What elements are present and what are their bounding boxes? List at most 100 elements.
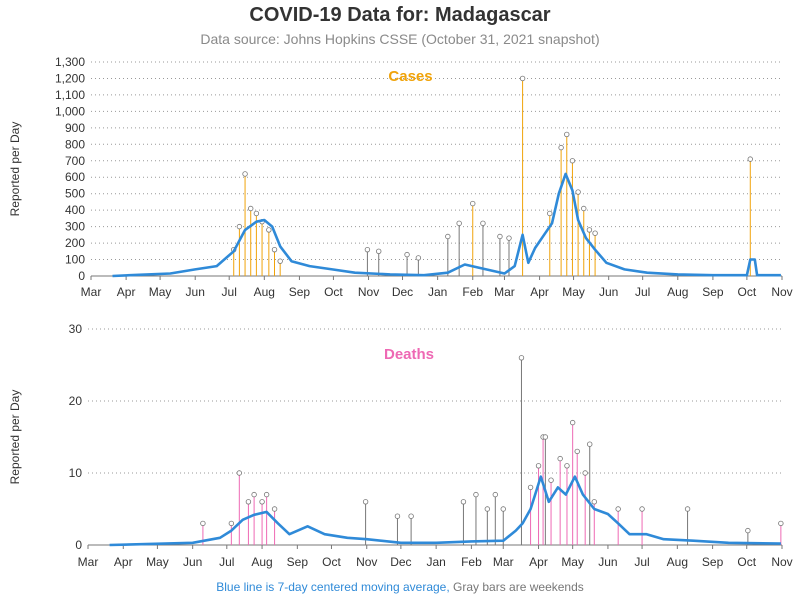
bar-point (558, 144, 564, 151)
bar-point (364, 246, 371, 253)
bar-point (518, 355, 525, 361)
bar-point (266, 227, 272, 233)
bar-point (460, 499, 467, 505)
bar-point (259, 499, 265, 505)
y-tick-label: 20 (69, 394, 83, 408)
x-tick-label: Mar (81, 285, 102, 299)
bar-point (248, 205, 254, 212)
y-tick-label: 30 (69, 322, 83, 336)
x-tick-label: May (562, 285, 585, 299)
chart-canvas: 01002003004005006007008009001,0001,1001,… (8, 55, 793, 569)
bar-point (542, 434, 549, 440)
x-tick-label: Jun (598, 555, 617, 569)
bar-point (480, 220, 486, 227)
x-tick-label: Jan (428, 285, 447, 299)
x-tick-label: May (149, 285, 172, 299)
bar-point (591, 499, 597, 505)
y-tick-label: 200 (65, 236, 85, 250)
x-tick-label: Aug (254, 285, 275, 299)
x-tick-label: Jul (634, 555, 649, 569)
panel-title: Cases (388, 68, 432, 85)
bar-point (778, 520, 784, 527)
x-tick-label: Oct (738, 285, 757, 299)
y-axis-label: Reported per Day (8, 122, 22, 217)
bar-point (527, 484, 534, 491)
x-tick-label: May (146, 555, 169, 569)
bar-point (497, 233, 503, 240)
bar-point (445, 233, 451, 240)
footnote-average: Blue line is 7-day centered moving avera… (216, 580, 450, 594)
bar-point (408, 513, 414, 519)
chart-footnote: Blue line is 7-day centered moving avera… (0, 580, 800, 594)
bar-point (236, 223, 243, 230)
x-tick-label: Nov (356, 555, 377, 569)
bar-point (519, 75, 526, 82)
bar-point (587, 441, 593, 447)
x-tick-label: Jul (635, 285, 650, 299)
x-tick-label: Aug (251, 555, 272, 569)
bar-point (228, 520, 235, 527)
bar-point (394, 513, 401, 519)
bar-point (271, 246, 278, 253)
bar-point (253, 210, 260, 217)
bar-point (592, 230, 598, 236)
x-tick-label: Mar (78, 555, 99, 569)
x-tick-label: Feb (462, 285, 483, 299)
bar-point (564, 131, 570, 138)
x-tick-label: Dec (392, 285, 413, 299)
bar-point (470, 200, 476, 207)
bar-point (376, 248, 382, 255)
bar-point (500, 506, 506, 512)
y-tick-label: 500 (65, 187, 85, 201)
x-tick-label: Nov (358, 285, 379, 299)
x-tick-label: Sep (287, 555, 309, 569)
bar-point (535, 463, 542, 469)
x-tick-label: Dec (390, 555, 411, 569)
bar-point (236, 470, 243, 476)
bar-point (564, 463, 570, 469)
bar-point (277, 258, 283, 264)
x-tick-label: Sep (702, 555, 724, 569)
x-tick-label: Apr (530, 285, 549, 299)
x-tick-label: Jun (183, 555, 202, 569)
y-tick-label: 900 (65, 121, 85, 135)
y-tick-label: 1,200 (55, 71, 85, 85)
x-tick-label: Jan (426, 555, 445, 569)
x-tick-label: Nov (771, 285, 792, 299)
y-tick-label: 10 (69, 466, 83, 480)
bar-point (506, 235, 512, 241)
chart-subtitle: Data source: Johns Hopkins CSSE (October… (200, 31, 600, 47)
y-tick-label: 0 (75, 538, 82, 552)
x-tick-label: Apr (117, 285, 136, 299)
bar-point (582, 470, 588, 476)
y-tick-label: 1,100 (55, 88, 85, 102)
bar-point (484, 506, 491, 512)
bar-point (547, 210, 553, 217)
chart-title: COVID-19 Data for: Madagascar (249, 4, 551, 26)
bar-point (415, 255, 422, 261)
x-tick-label: Nov (771, 555, 792, 569)
bar-point (263, 491, 270, 498)
x-tick-label: Oct (324, 285, 343, 299)
bar-point (245, 499, 252, 505)
y-tick-label: 400 (65, 203, 85, 217)
y-tick-label: 300 (65, 220, 85, 234)
bar-point (492, 491, 498, 498)
panel-title: Deaths (384, 346, 434, 363)
bar-point (271, 506, 278, 512)
bar-point (548, 477, 554, 483)
x-tick-label: Jun (599, 285, 618, 299)
y-tick-label: 600 (65, 170, 85, 184)
x-tick-label: Aug (667, 555, 688, 569)
footnote-weekend: Gray bars are weekends (453, 580, 584, 594)
bar-point (747, 156, 753, 162)
bar-point (569, 158, 576, 164)
bar-point (745, 527, 751, 534)
y-tick-label: 0 (78, 269, 85, 283)
bar-point (557, 455, 563, 462)
y-tick-label: 100 (65, 253, 85, 267)
bar-point (574, 448, 580, 455)
x-tick-label: Jun (186, 285, 205, 299)
bar-point (615, 506, 621, 512)
